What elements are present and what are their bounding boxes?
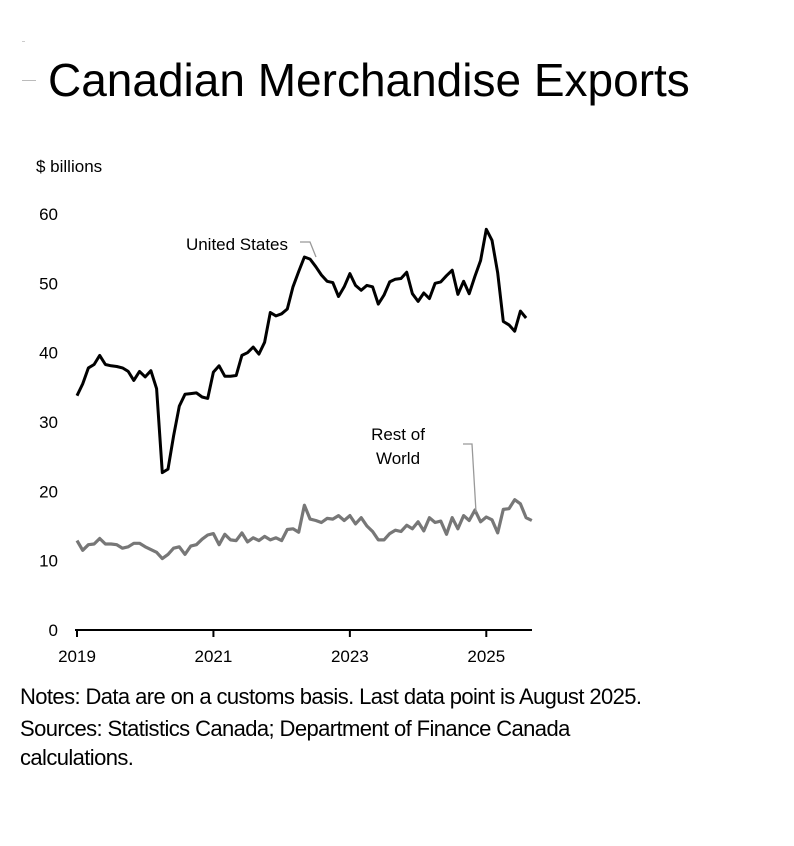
chart-title: Canadian Merchandise Exports: [48, 54, 690, 106]
x-tick-label-2023: 2023: [331, 647, 369, 666]
y-axis-label: $ billions: [36, 157, 102, 176]
y-tick-label-60: 60: [39, 205, 58, 224]
series-label-rest-of-world: Rest of World: [371, 425, 425, 468]
notes-block: Notes: Data are on a customs basis. Last…: [20, 682, 660, 775]
y-tick-label-10: 10: [39, 552, 58, 571]
y-tick-label-30: 30: [39, 413, 58, 432]
series-group: [75, 227, 533, 561]
series-line-united-states: [75, 227, 528, 475]
x-tick-label-2025: 2025: [467, 647, 505, 666]
sources-text: Sources: Statistics Canada; Department o…: [20, 716, 570, 770]
y-tick-label-40: 40: [39, 344, 58, 363]
notes-text: Notes: Data are on a customs basis. Last…: [20, 684, 642, 709]
series-label-united-states: United States: [186, 235, 288, 254]
annotations: United States Rest of World: [186, 235, 477, 513]
corner-mark: [22, 41, 25, 42]
x-axis: 2019 2021 2023 2025: [58, 629, 532, 666]
y-tick-label-50: 50: [39, 274, 58, 293]
x-tick-label-2019: 2019: [58, 647, 96, 666]
y-tick-label-0: 0: [49, 621, 58, 640]
x-tick-label-2021: 2021: [195, 647, 233, 666]
leader-line-rest-of-world: [463, 443, 477, 513]
y-tick-label-20: 20: [39, 482, 58, 501]
y-axis: 0 10 20 30 40 50 60: [39, 205, 58, 640]
line-chart: $ billions 0 10 20 30 40 50 60 2019 2021 2023 202…: [36, 157, 533, 666]
title-mark: [22, 80, 36, 81]
series-line-rest-of-world: [75, 498, 533, 561]
leader-line-united-states: [300, 241, 317, 258]
